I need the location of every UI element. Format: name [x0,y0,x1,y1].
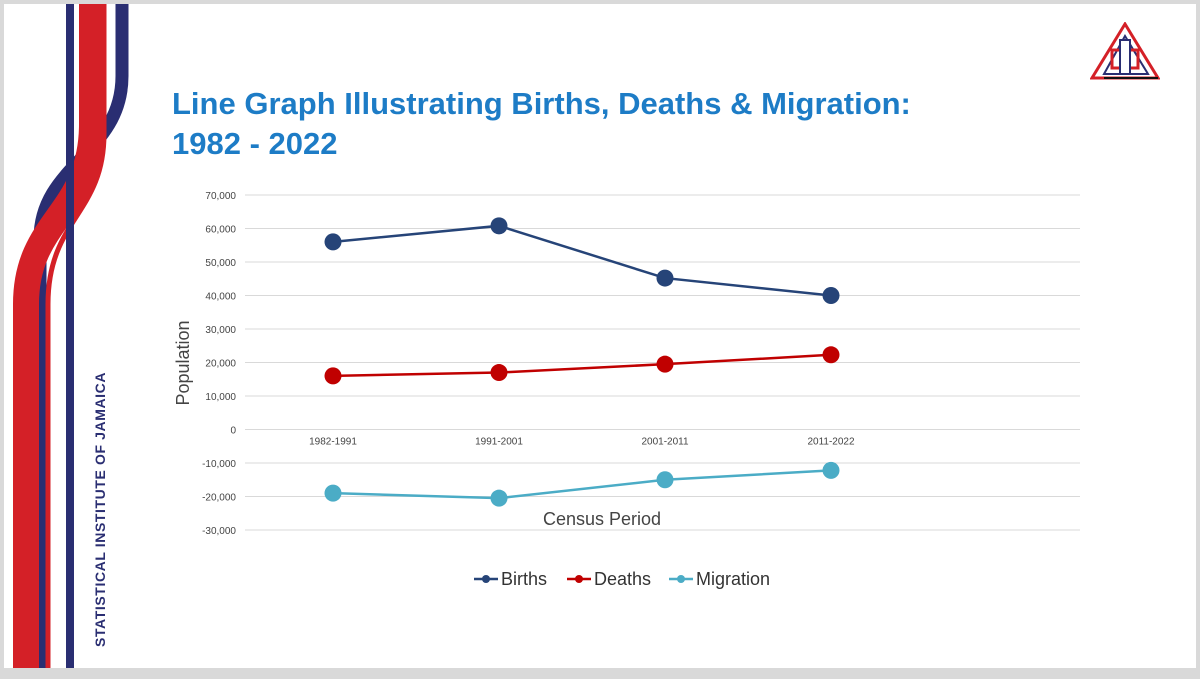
y-tick-label: 10,000 [205,392,236,403]
legend-marker-deaths [575,575,583,583]
legend-label-deaths: Deaths [594,569,651,589]
legend-marker-migration [677,575,685,583]
red-stripe [13,4,105,668]
red-stripe-thin [45,4,107,668]
series-line-births [332,224,832,297]
y-tick-label: -20,000 [202,493,236,504]
data-point-births [324,233,342,251]
data-point-migration [656,471,674,489]
y-axis-ticks: 70,000 60,000 50,000 40,000 30,000 20,000 10,0… [202,191,236,537]
y-tick-label: 0 [230,426,236,437]
y-tick-label: -30,000 [202,526,236,537]
data-point-deaths [822,346,840,364]
x-tick-label: 2011-2022 [807,437,855,448]
y-tick-label: 60,000 [205,225,236,236]
y-axis-label: Population [173,320,193,405]
x-tick-label: 2001-2011 [641,437,689,448]
x-axis-label: Census Period [543,509,661,529]
data-point-migration [324,484,342,502]
legend-label-births: Births [501,569,547,589]
x-tick-label: 1982-1991 [309,437,357,448]
slide: STATISTICAL INSTITUTE OF JAMAICA Line Gr… [4,4,1196,668]
data-point-migration [490,489,508,507]
data-point-births [656,269,674,287]
legend-marker-births [482,575,490,583]
data-point-deaths [490,364,508,382]
x-axis-ticks: 1982-1991 1991-2001 2001-2011 2011-2022 [309,437,855,448]
legend-label-migration: Migration [696,569,770,589]
chart-title-line1: Line Graph Illustrating Births, Deaths &… [172,86,911,121]
data-point-births [822,287,840,304]
x-tick-label: 1991-2001 [475,437,523,448]
legend: Births Deaths Migration [474,569,770,589]
y-tick-label: 20,000 [205,359,236,370]
institute-logo-icon [1090,22,1160,80]
y-tick-label: 70,000 [205,191,236,202]
data-point-deaths [324,367,342,385]
data-point-births [490,217,508,235]
y-tick-label: 50,000 [205,258,236,269]
y-tick-label: 40,000 [205,292,236,303]
series-group [324,217,840,507]
series-line-migration [332,469,832,500]
chart-title: Line Graph Illustrating Births, Deaths &… [172,84,1072,164]
data-point-migration [822,461,840,479]
data-point-deaths [656,355,674,373]
series-line-deaths [332,353,832,378]
chart-title-line2: 1982 - 2022 [172,126,338,161]
y-tick-label: 30,000 [205,325,236,336]
y-tick-label: -10,000 [202,459,236,470]
brand-stripes [13,4,129,668]
